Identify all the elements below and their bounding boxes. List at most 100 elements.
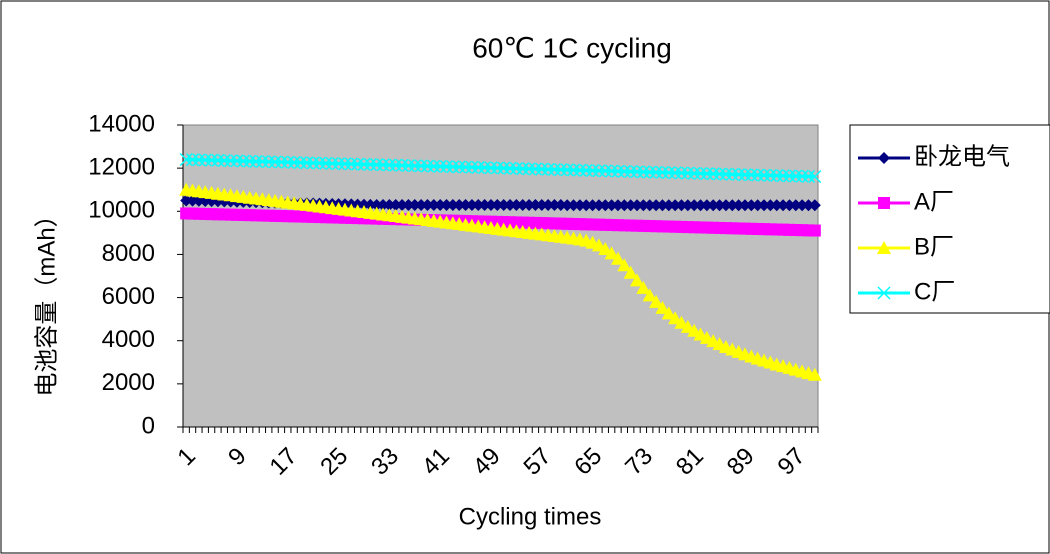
marker	[274, 155, 288, 169]
marker	[548, 199, 561, 212]
marker	[650, 199, 663, 212]
y-tick-label: 10000	[88, 197, 155, 224]
marker	[453, 199, 466, 212]
marker	[497, 199, 510, 212]
marker	[707, 199, 720, 212]
marker	[192, 153, 206, 167]
marker	[643, 199, 656, 212]
marker	[491, 199, 504, 212]
marker	[344, 157, 358, 171]
marker	[566, 163, 581, 177]
marker	[560, 163, 574, 177]
marker	[694, 199, 707, 212]
marker	[713, 199, 726, 212]
marker	[490, 161, 504, 175]
marker	[751, 199, 764, 212]
marker	[370, 158, 384, 172]
y-axis-label: 电池容量（mAh）	[33, 203, 60, 396]
marker	[611, 199, 624, 212]
marker	[669, 199, 682, 212]
marker	[446, 199, 459, 212]
marker	[415, 199, 428, 212]
marker	[662, 166, 676, 180]
marker	[687, 166, 701, 180]
marker	[523, 199, 536, 212]
legend-label: 卧龙电气	[914, 143, 1010, 170]
legend-label: B厂	[914, 233, 954, 260]
marker	[440, 199, 453, 212]
marker	[719, 199, 732, 212]
marker	[770, 169, 784, 183]
marker	[185, 153, 200, 167]
marker	[224, 154, 238, 168]
marker	[236, 154, 250, 168]
marker	[878, 197, 890, 209]
marker	[179, 152, 193, 167]
marker	[732, 167, 746, 182]
marker	[700, 199, 713, 212]
marker	[205, 153, 219, 167]
marker	[674, 166, 689, 180]
y-tick-label: 6000	[102, 283, 155, 310]
marker	[744, 168, 758, 182]
marker	[662, 199, 675, 212]
marker	[376, 158, 390, 172]
series-line	[186, 158, 815, 179]
marker	[332, 157, 346, 171]
marker	[668, 311, 683, 325]
marker	[198, 153, 212, 167]
marker	[808, 224, 821, 237]
marker	[325, 156, 339, 171]
marker	[624, 199, 637, 212]
marker	[604, 246, 619, 260]
marker	[186, 194, 199, 207]
marker	[599, 199, 612, 212]
marker	[377, 199, 390, 212]
marker	[446, 160, 460, 174]
marker	[618, 199, 631, 212]
marker	[504, 199, 517, 212]
marker	[510, 199, 523, 212]
marker	[484, 161, 498, 175]
marker	[522, 162, 536, 176]
marker	[579, 163, 593, 177]
marker	[751, 168, 765, 182]
marker	[262, 155, 276, 169]
marker	[617, 164, 631, 178]
marker	[542, 199, 555, 212]
marker	[624, 165, 638, 179]
marker	[757, 168, 771, 182]
marker	[268, 155, 282, 169]
marker	[738, 168, 752, 182]
marker	[592, 164, 606, 178]
marker	[484, 199, 497, 212]
marker	[636, 280, 651, 294]
marker	[630, 165, 644, 179]
marker	[382, 158, 396, 172]
marker	[351, 157, 365, 171]
marker	[726, 199, 739, 212]
marker	[389, 158, 403, 172]
marker	[655, 300, 670, 314]
marker	[281, 155, 295, 169]
marker	[459, 199, 472, 212]
marker	[357, 157, 371, 171]
marker	[567, 199, 580, 212]
marker	[287, 155, 301, 169]
marker	[808, 170, 822, 184]
marker	[598, 164, 612, 178]
marker	[255, 155, 269, 169]
marker	[421, 199, 434, 212]
marker	[807, 367, 822, 381]
marker	[217, 154, 231, 168]
marker	[661, 306, 676, 320]
marker	[243, 154, 257, 168]
marker	[402, 199, 415, 212]
marker	[802, 199, 815, 212]
marker	[427, 159, 441, 173]
marker	[364, 198, 377, 211]
marker	[547, 162, 562, 177]
marker	[554, 163, 568, 177]
marker	[637, 199, 650, 212]
marker	[465, 160, 479, 174]
